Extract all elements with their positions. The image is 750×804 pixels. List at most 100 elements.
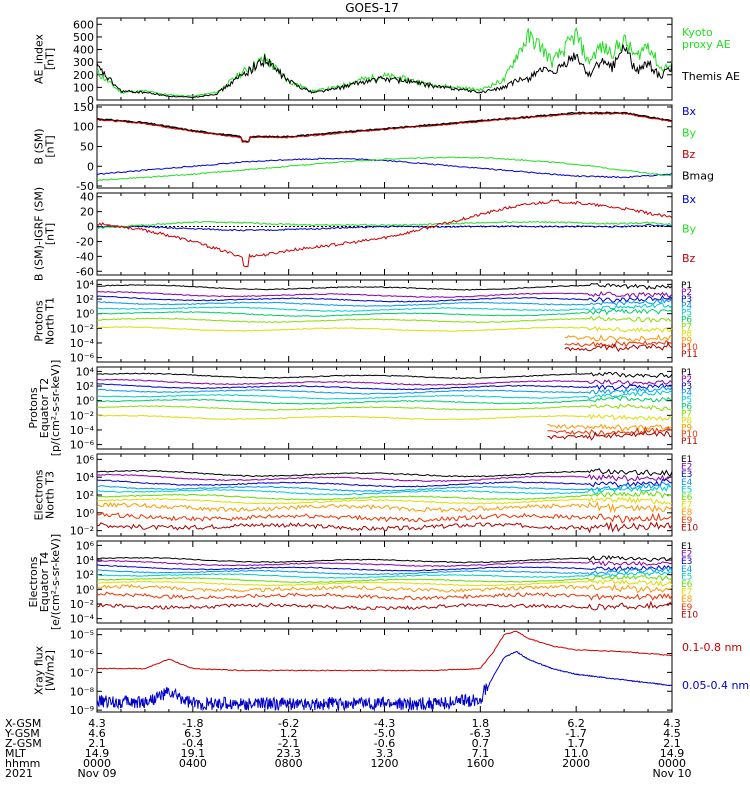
x-axis-value-z-gsm: -2.1: [278, 737, 299, 750]
y-tick-label: 50: [80, 141, 94, 154]
y-axis-label: B (SM): [33, 128, 46, 164]
y-axis-label: Xray flux: [33, 645, 46, 695]
legend-entry: 0.1-0.8 nm: [682, 641, 742, 654]
y-axis-label: Protons: [33, 300, 46, 341]
series-xray-0: [96, 630, 673, 672]
x-axis-value-mlt: 14.9: [85, 747, 110, 760]
legend-entry: Bx: [682, 193, 697, 206]
legend-entry: E5: [681, 485, 692, 495]
channel-p3: [96, 295, 673, 303]
legend-entry: E6: [681, 493, 693, 503]
channel-e7: [97, 496, 673, 505]
y-tick-label: 10⁻²: [70, 525, 94, 538]
series-bx: [96, 223, 673, 232]
legend-entry: E3: [681, 557, 692, 567]
x-axis-value-hhmm: 1200: [371, 757, 399, 770]
series-kyoto-proxy-ae: [96, 26, 673, 98]
channel-p8: [96, 325, 673, 333]
x-axis-value-hhmm: 0000: [83, 757, 111, 770]
channel-p11: [564, 342, 673, 353]
channel-e9: [96, 511, 673, 524]
legend-entry: P10: [681, 430, 698, 440]
x-axis-row-label: Z-GSM: [5, 737, 42, 750]
channel-e9: [96, 591, 673, 601]
y-tick-label: 10⁴: [76, 278, 95, 291]
y-axis-label: North T3: [44, 471, 57, 519]
panel-xray: Xray flux[W/m2] 10⁻⁹ 10⁻⁸ 10⁻⁷ 10⁻⁶ 10⁻⁵ 0.1-0…: [33, 628, 749, 717]
x-axis-value-y-gsm: -5.0: [374, 727, 395, 740]
channel-p8: [96, 413, 673, 422]
legend-entry: P9: [681, 336, 692, 346]
channel-e7: [96, 578, 673, 587]
channel-p9: [564, 334, 673, 343]
y-tick-label: 10⁻⁶: [70, 352, 95, 365]
x-axis-value-y-gsm: 6.3: [184, 727, 202, 740]
y-tick-label: 10⁴: [76, 365, 95, 378]
legend: Bx By Bz: [682, 193, 697, 265]
channel-e6: [96, 490, 673, 501]
channel-p1: [97, 371, 673, 380]
channel-e5: [97, 570, 673, 579]
legend-entry: P11: [681, 350, 698, 360]
channel-p6: [96, 396, 673, 405]
y-tick-label: 0: [87, 221, 94, 234]
legend-entry: P5: [681, 396, 692, 406]
series-bz: [96, 199, 673, 268]
panel-frame: [96, 104, 673, 189]
channel-p2: [96, 291, 673, 299]
x-axis-value-mlt: 19.1: [181, 747, 206, 760]
legend-entry: E9: [681, 603, 693, 613]
legend-entry: E2: [681, 463, 692, 473]
legend-entry: E7: [681, 501, 692, 511]
channel-p9: [547, 423, 673, 433]
channel-p10: [564, 339, 673, 348]
legend-entry: P2: [681, 375, 692, 385]
channel-e2: [96, 473, 673, 482]
legend-entry: Bz: [682, 252, 696, 265]
x-axis-row-label: hhmm: [5, 757, 40, 770]
y-tick-label: 10⁻²: [70, 598, 94, 611]
y-tick-label: 10⁰: [76, 583, 95, 596]
panel-frame: [96, 279, 673, 363]
y-tick-label: 10²: [76, 293, 94, 306]
channel-p4: [97, 297, 673, 307]
channel-p10: [547, 425, 673, 437]
channel-p2: [96, 378, 673, 386]
y-tick-label: 300: [73, 56, 94, 69]
legend-entry: P7: [681, 322, 692, 332]
y-axis-label: Protons: [27, 387, 40, 428]
legend-entry: P10: [681, 343, 698, 353]
legend-entry: Bz: [682, 148, 696, 161]
y-tick-label: 10⁻⁹: [70, 704, 94, 717]
legend-entry: E4: [681, 478, 693, 488]
channel-e10: [96, 600, 673, 611]
y-axis-label: North T1: [44, 297, 57, 345]
y-tick-label: 10⁴: [76, 554, 95, 567]
y-tick-label: 10²: [76, 569, 94, 582]
legend-entry: P9: [681, 423, 692, 433]
x-axis-value-y-gsm: 4.6: [88, 727, 106, 740]
y-tick-label: 10⁶: [76, 453, 95, 466]
x-axis-value-date: Nov 10: [653, 767, 692, 780]
y-tick-label: 400: [73, 44, 94, 57]
x-axis-value-mlt: 11.0: [564, 747, 589, 760]
legend: 0.1-0.8 nm 0.05-0.4 nm: [682, 641, 749, 692]
channel-p7: [96, 315, 673, 324]
y-tick-label: 200: [73, 69, 94, 82]
channel-p6: [96, 308, 673, 317]
y-tick-label: 20: [80, 206, 94, 219]
y-tick-label: 10⁰: [76, 308, 95, 321]
y-tick-label: 100: [73, 121, 94, 134]
x-axis-value-mlt: 7.1: [472, 747, 490, 760]
legend-entry: proxy AE: [682, 38, 731, 51]
legend-entry: P4: [681, 302, 692, 312]
legend-entry: P5: [681, 309, 692, 319]
x-axis-value-hhmm: 0400: [179, 757, 207, 770]
y-tick-label: 10²: [76, 380, 94, 393]
legend-entry: P6: [681, 316, 692, 326]
